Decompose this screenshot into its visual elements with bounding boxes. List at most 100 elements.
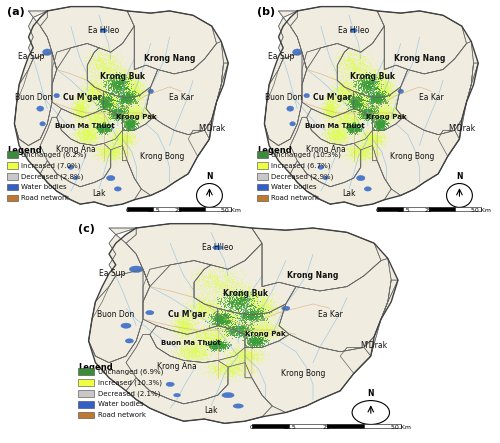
Point xyxy=(356,146,364,153)
Point xyxy=(354,95,362,102)
Point xyxy=(344,105,351,112)
Point xyxy=(90,55,98,62)
Point xyxy=(238,326,246,333)
Point xyxy=(78,137,86,144)
Point xyxy=(372,148,380,155)
Point xyxy=(194,336,202,343)
Point xyxy=(240,336,248,343)
Point xyxy=(238,315,246,322)
Point xyxy=(374,101,382,108)
Point xyxy=(101,75,109,82)
Point xyxy=(215,313,223,320)
Point xyxy=(220,294,228,301)
Point xyxy=(216,314,224,321)
Point xyxy=(84,128,92,135)
Point xyxy=(338,87,345,94)
Point xyxy=(225,342,233,349)
Point xyxy=(364,88,372,95)
Point xyxy=(352,101,360,108)
Point xyxy=(335,113,343,120)
Point xyxy=(106,76,114,83)
Point xyxy=(175,351,183,358)
Point xyxy=(199,301,207,308)
Point xyxy=(342,126,349,133)
Point xyxy=(362,61,370,68)
Point xyxy=(184,327,192,334)
Point xyxy=(346,120,354,128)
Point xyxy=(122,122,130,129)
Point xyxy=(274,321,281,328)
Point xyxy=(238,312,246,319)
Point xyxy=(214,358,222,365)
Point xyxy=(252,315,260,323)
Point xyxy=(236,326,244,333)
Point xyxy=(360,97,368,105)
Point xyxy=(332,137,340,144)
Point xyxy=(261,325,269,332)
Point xyxy=(112,146,120,153)
Point xyxy=(127,122,135,129)
Point xyxy=(368,141,376,148)
Point xyxy=(180,324,188,331)
Point xyxy=(104,77,112,84)
Point xyxy=(105,126,113,133)
Point xyxy=(132,97,140,105)
Point xyxy=(248,319,256,326)
Point xyxy=(373,102,381,109)
Point xyxy=(364,140,372,148)
Point xyxy=(385,75,393,82)
Point xyxy=(110,99,118,106)
Point xyxy=(106,97,114,105)
Point xyxy=(378,85,386,92)
Point xyxy=(102,94,110,101)
Point xyxy=(332,90,340,97)
Point xyxy=(366,77,374,84)
Point xyxy=(182,341,190,348)
Point xyxy=(253,302,261,309)
Point xyxy=(216,320,224,327)
Point xyxy=(98,128,106,135)
Polygon shape xyxy=(264,11,306,146)
Point xyxy=(118,80,126,87)
Point xyxy=(257,335,265,342)
Point xyxy=(323,103,331,110)
Point xyxy=(87,53,95,60)
Point xyxy=(268,316,276,323)
Point xyxy=(106,81,114,88)
Point xyxy=(272,291,280,299)
Point xyxy=(119,77,127,84)
Point xyxy=(196,346,203,353)
Point xyxy=(222,315,230,323)
Point xyxy=(373,117,381,124)
Point xyxy=(350,121,358,128)
Point xyxy=(238,328,246,335)
Point xyxy=(231,327,239,334)
Point xyxy=(248,367,256,374)
Point xyxy=(183,323,191,330)
Point xyxy=(112,98,120,105)
Point xyxy=(347,124,355,132)
Point xyxy=(365,107,373,114)
Point xyxy=(362,131,370,138)
Point xyxy=(252,330,260,337)
Point xyxy=(110,74,118,81)
Point xyxy=(92,133,100,140)
Point xyxy=(264,330,272,337)
Point xyxy=(128,120,136,127)
Point xyxy=(377,119,385,126)
Point xyxy=(243,309,251,316)
Point xyxy=(91,85,99,93)
Point xyxy=(222,341,230,348)
Point xyxy=(352,101,360,108)
Point xyxy=(120,106,128,113)
Point xyxy=(356,129,364,136)
Point xyxy=(127,77,135,84)
Point xyxy=(222,299,230,306)
Point xyxy=(324,105,332,113)
Point xyxy=(341,121,349,128)
Point xyxy=(92,131,100,138)
Point xyxy=(244,363,252,370)
Point xyxy=(112,124,120,132)
Point xyxy=(86,134,94,141)
Point xyxy=(228,321,235,328)
